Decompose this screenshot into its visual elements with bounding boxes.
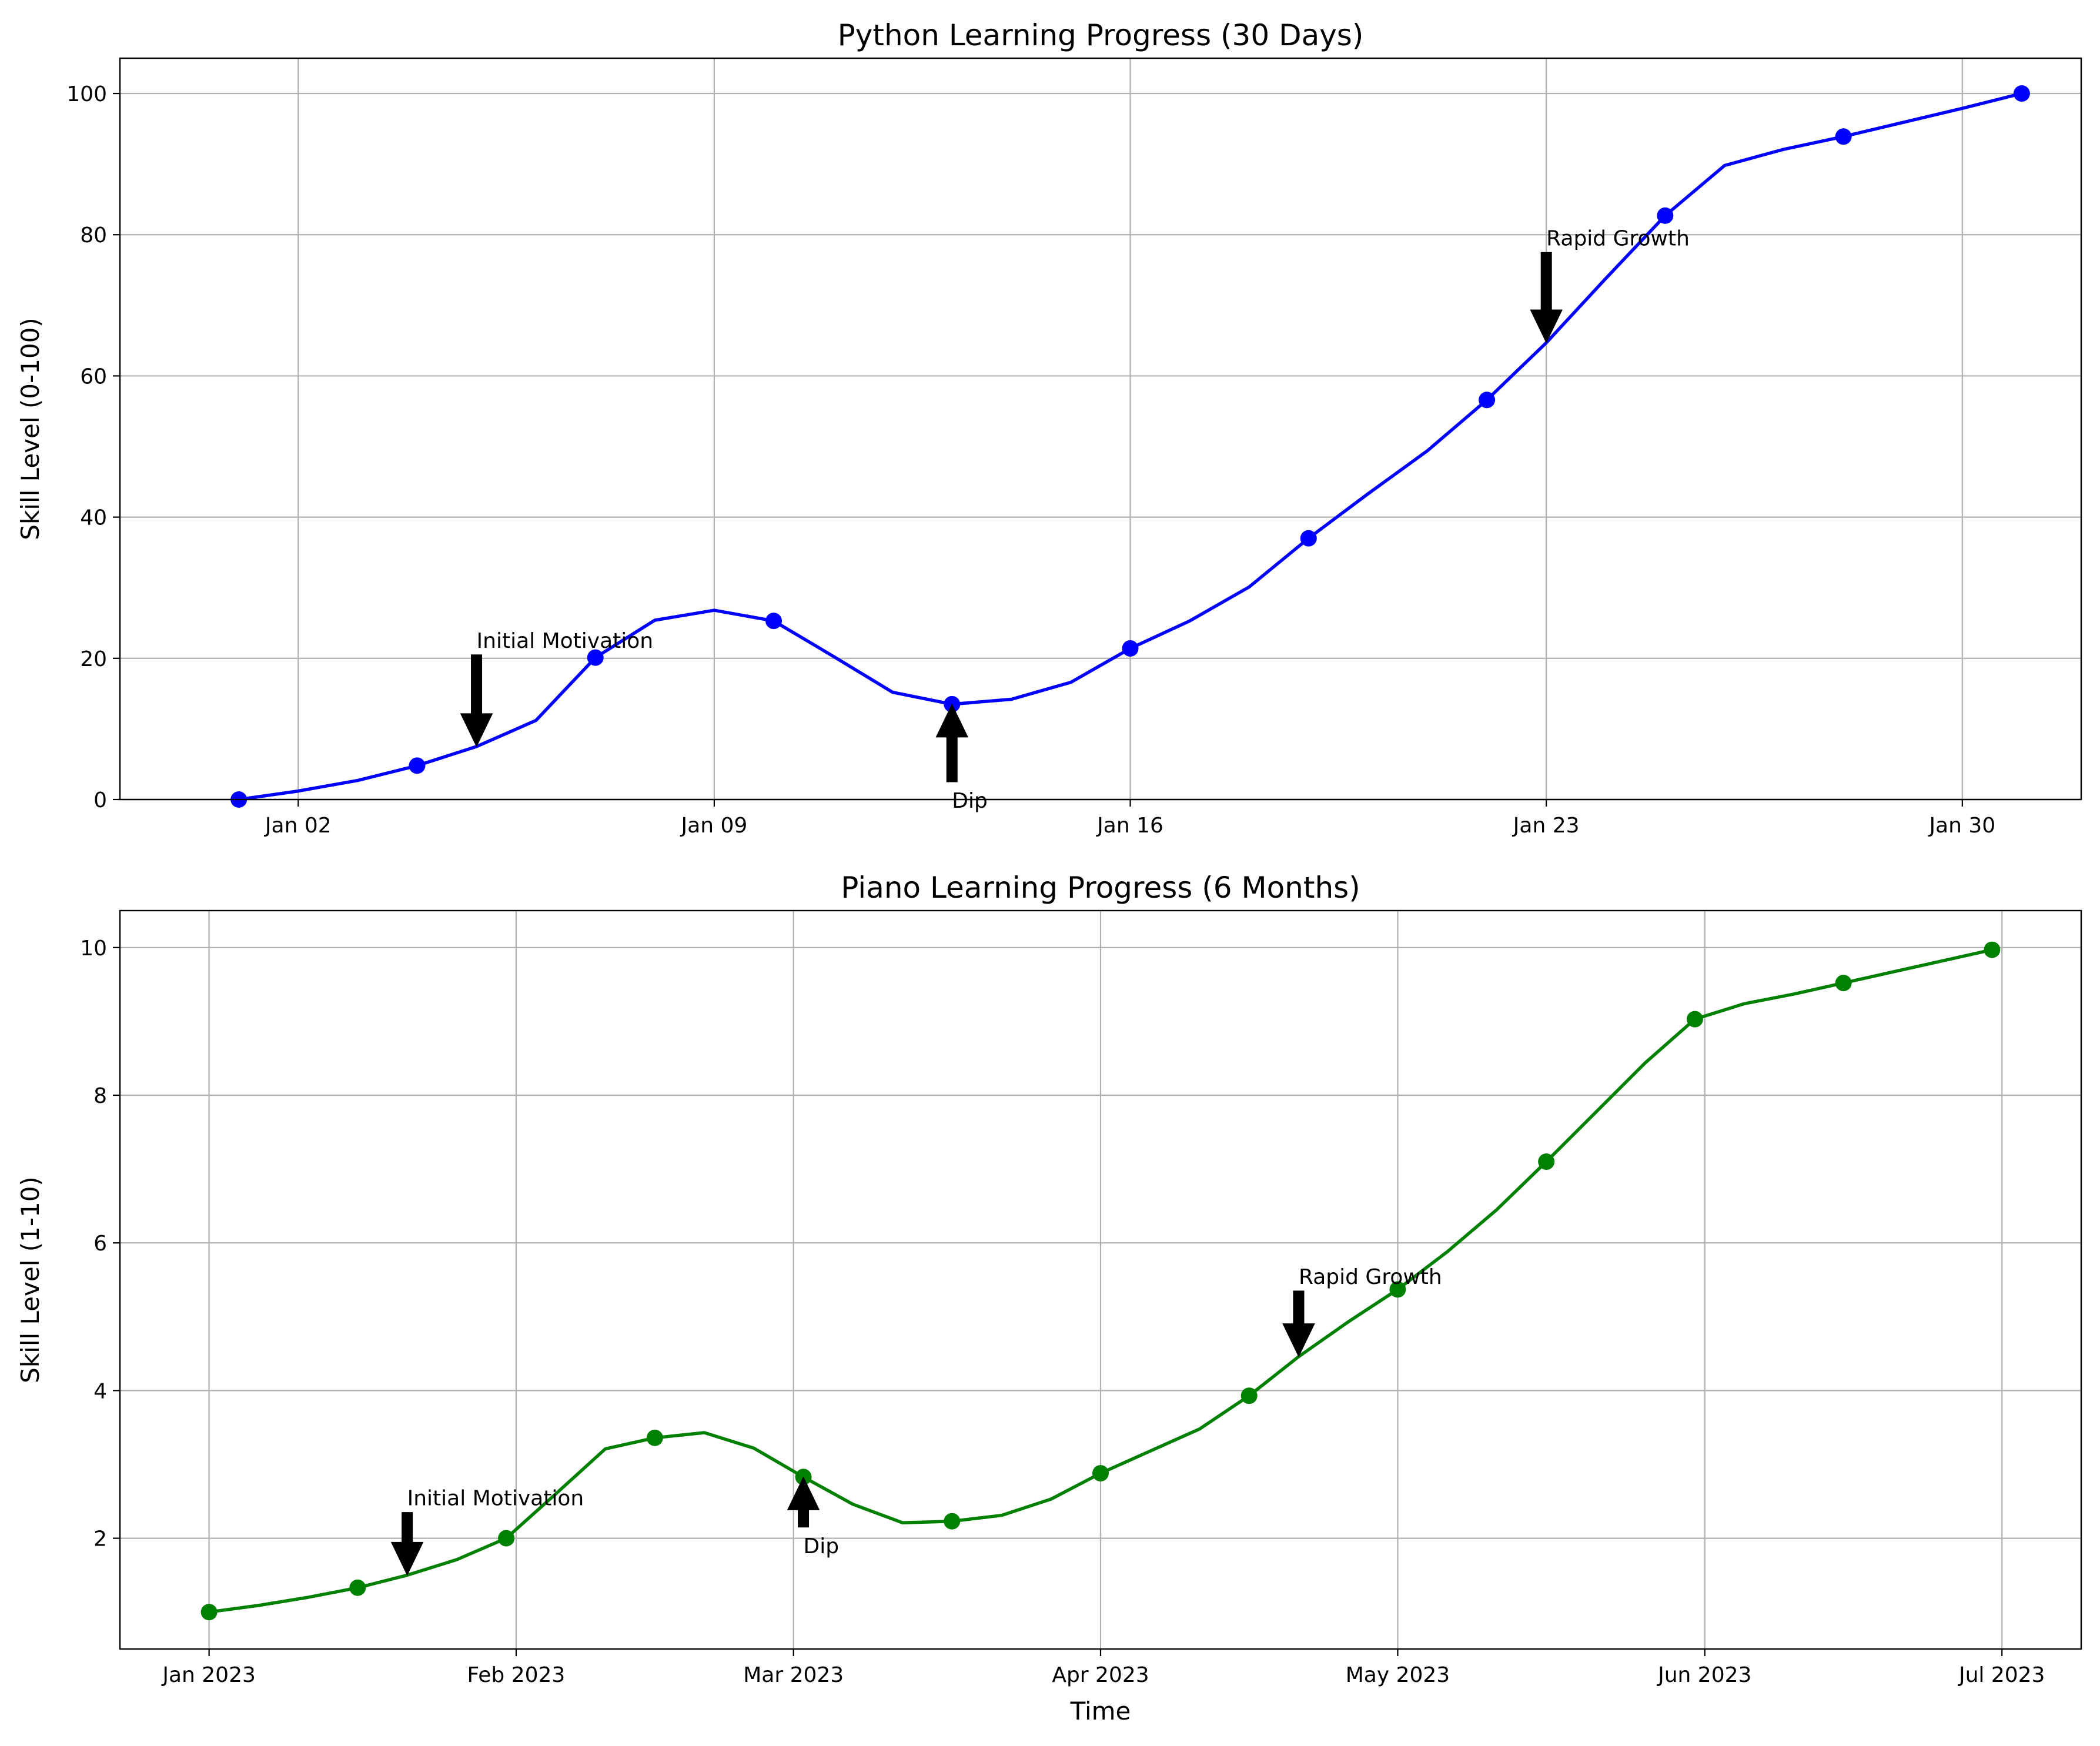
chart0-y-tick-label: 0 [93, 788, 107, 812]
chart0-data-point [2013, 85, 2030, 102]
chart1-annotation-arrow [390, 1512, 424, 1576]
chart0-data-point [1657, 207, 1674, 224]
chart0-annotation-label: Dip [952, 789, 988, 813]
chart0-data-point [765, 613, 782, 630]
chart1-data-point [1092, 1465, 1109, 1482]
chart0-data-point [1300, 530, 1317, 547]
chart1-x-tick-label: May 2023 [1346, 1663, 1450, 1687]
chart0-x-tick-label: Jan 09 [680, 814, 748, 838]
chart1-x-axis-label: Time [1070, 1697, 1131, 1725]
chart1-y-tick-label: 6 [93, 1232, 107, 1256]
chart0-y-tick-label: 20 [80, 647, 107, 671]
python-progress-chart: Initial Motivation Dip Rapid Growth Jan 02 J… [16, 18, 2082, 838]
chart1-data-point [1389, 1281, 1406, 1298]
chart1-annotation-arrow [1282, 1290, 1315, 1357]
chart0-data-point [1122, 640, 1139, 657]
chart0-x-tick-label: Jan 23 [1512, 814, 1580, 838]
chart1-data-point [1240, 1387, 1258, 1404]
chart0-y-tick-label: 40 [80, 506, 107, 530]
chart0-title: Python Learning Progress (30 Days) [838, 18, 1364, 52]
chart0-data-point [409, 757, 426, 774]
chart1-y-tick-label: 2 [93, 1527, 107, 1551]
chart1-y-axis-label: Skill Level (1-10) [16, 1176, 45, 1383]
chart1-y-tick-label: 8 [93, 1084, 107, 1108]
chart1-x-tick-label: Feb 2023 [467, 1663, 566, 1687]
chart0-y-axis-label: Skill Level (0-100) [16, 317, 45, 540]
chart1-data-point [1686, 1011, 1703, 1028]
chart1-y-tick-label: 10 [80, 936, 107, 961]
chart0-data-point [1479, 392, 1496, 409]
chart0-x-tick-label: Jan 16 [1096, 814, 1163, 838]
chart1-annotation-label: Dip [804, 1534, 840, 1558]
chart1-data-point [646, 1429, 663, 1446]
chart1-annotation-arrow [787, 1476, 820, 1528]
chart1-data-point [349, 1579, 366, 1596]
chart1-data-point [200, 1604, 218, 1621]
chart1-annotation-label: Rapid Growth [1299, 1265, 1442, 1289]
chart0-y-tick-label: 60 [80, 364, 107, 389]
chart0-y-tick-label: 100 [66, 82, 107, 106]
chart1-data-point [498, 1530, 515, 1547]
chart0-annotation-arrow [460, 654, 493, 748]
chart1-x-tick-label: Apr 2023 [1052, 1663, 1149, 1687]
chart1-x-tick-label: Mar 2023 [743, 1663, 844, 1687]
chart1-data-point [1835, 975, 1852, 992]
chart0-annotation-label: Initial Motivation [477, 629, 654, 653]
chart0-annotation-label: Rapid Growth [1546, 226, 1690, 250]
piano-progress-chart: Initial Motivation Dip Rapid Growth Jan 202… [16, 871, 2082, 1725]
chart0-annotation-arrow [935, 703, 969, 782]
chart1-x-tick-label: Jul 2023 [1958, 1663, 2045, 1687]
chart1-annotation-label: Initial Motivation [407, 1487, 584, 1511]
chart0-annotation-arrow [1530, 252, 1563, 344]
chart1-y-tick-label: 4 [93, 1379, 107, 1403]
chart1-title: Piano Learning Progress (6 Months) [841, 871, 1360, 905]
chart0-x-tick-label: Jan 30 [1928, 814, 1995, 838]
chart1-data-point [1538, 1153, 1555, 1170]
chart0-x-tick-label: Jan 02 [264, 814, 332, 838]
chart1-data-point [1984, 941, 2001, 958]
chart1-x-tick-label: Jun 2023 [1657, 1663, 1751, 1687]
chart1-x-tick-label: Jan 2023 [161, 1663, 256, 1687]
chart0-plot-frame [119, 57, 2082, 801]
chart0-data-point [1835, 128, 1852, 145]
chart1-data-point [944, 1513, 961, 1530]
chart0-data-point [587, 649, 604, 666]
chart0-y-tick-label: 80 [80, 223, 107, 247]
